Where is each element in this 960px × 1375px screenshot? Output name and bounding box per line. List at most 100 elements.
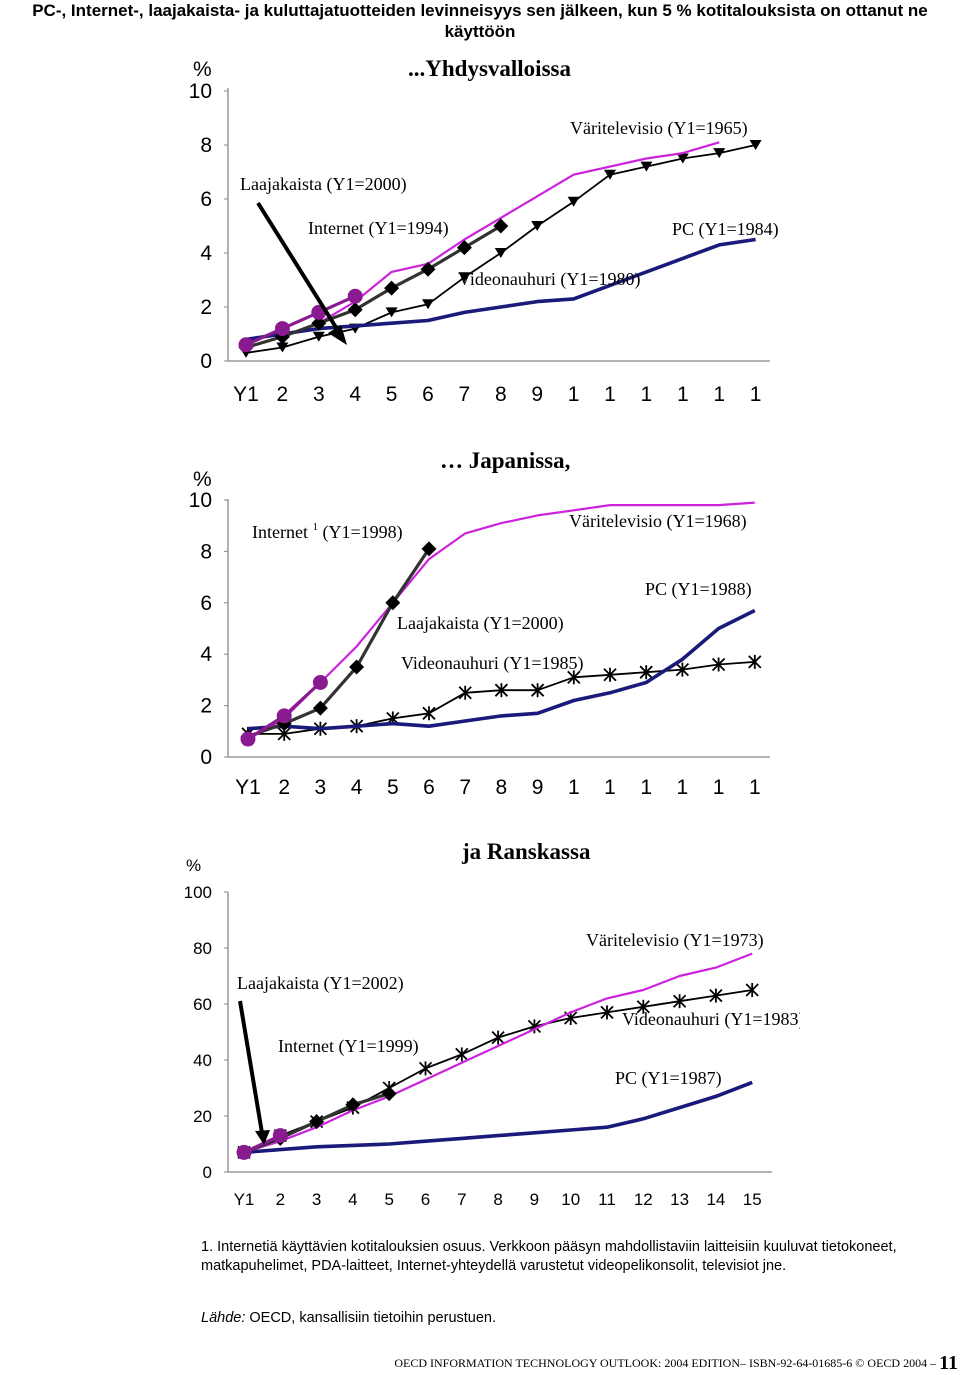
- x-tick-label: 3: [315, 776, 327, 799]
- x-tick-label: 3: [312, 1190, 321, 1209]
- x-tick-labels: Y1 2 3 4 5 6 7 8 9 1 1 1 1 1 1: [233, 383, 761, 406]
- y-tick-label: 10: [189, 489, 212, 512]
- data-point-video: [713, 148, 726, 159]
- data-point-video: [276, 342, 289, 353]
- data-point-broadband: [312, 674, 328, 690]
- y-tick-label: 4: [200, 643, 212, 666]
- data-point-internet: [311, 315, 327, 331]
- data-point-broadband: [274, 321, 290, 337]
- data-point-internet: [456, 240, 472, 256]
- footnote-marker: 1: [312, 521, 318, 533]
- y-tick-label: 0: [200, 350, 212, 373]
- x-tick-label: 4: [351, 776, 363, 799]
- annotation-tv: Väritelevisio (Y1=1973): [586, 930, 764, 951]
- plot-area: [238, 140, 762, 358]
- data-point-video: [640, 161, 653, 172]
- data-point-video: [530, 683, 545, 698]
- annotation-internet-name: Internet: [252, 522, 312, 542]
- annotation-tv: Väritelevisio (Y1=1965): [570, 118, 748, 139]
- data-point-internet: [385, 595, 401, 611]
- arrowhead: [255, 1130, 270, 1145]
- y-tick-label: 0: [203, 1163, 212, 1182]
- x-tick-label: 14: [706, 1190, 725, 1209]
- data-point-video: [675, 662, 690, 677]
- x-tick-label: 6: [423, 776, 435, 799]
- footer-text: OECD INFORMATION TECHNOLOGY OUTLOOK: 200…: [394, 1356, 937, 1370]
- x-tick-label: 9: [531, 383, 543, 406]
- x-tick-label: 8: [493, 1190, 502, 1209]
- data-point-internet: [421, 541, 437, 557]
- x-tick-label: 6: [422, 383, 434, 406]
- x-tick-label: 1: [568, 383, 580, 406]
- y-unit-label: %: [193, 468, 212, 491]
- x-tick-label: 1: [640, 776, 652, 799]
- x-tick-label: 1: [604, 776, 616, 799]
- series-line-pc: [245, 237, 756, 342]
- data-point-video: [603, 667, 617, 682]
- x-tick-label: 7: [459, 776, 471, 799]
- data-point-video: [491, 1030, 505, 1045]
- x-tick-label: 8: [495, 383, 507, 406]
- x-tick-labels: Y1 2 3 4 5 6 7 8 9 1 1 1 1 1 1: [235, 776, 760, 799]
- footnote: 1. Internetiä käyttävien kotitalouksien …: [201, 1239, 897, 1274]
- data-point-video: [711, 657, 726, 672]
- y-tick-label: 100: [184, 883, 212, 902]
- x-tick-label: 3: [313, 383, 325, 406]
- x-tick-label: 1: [677, 776, 689, 799]
- x-tick-label: 13: [670, 1190, 689, 1209]
- x-tick-label: 2: [277, 383, 289, 406]
- x-tick-label: 7: [457, 1190, 466, 1209]
- x-tick-label: 1: [677, 383, 689, 406]
- page-number: 11: [939, 1352, 958, 1374]
- data-point-broadband: [272, 1128, 288, 1144]
- annotation-video: Videonauhuri (Y1=1983): [622, 1009, 805, 1030]
- x-tick-label: 9: [530, 1190, 539, 1209]
- data-point-video: [458, 272, 471, 283]
- y-tick-label: 8: [200, 540, 212, 563]
- y-tick-label: 2: [200, 296, 212, 319]
- data-point-video: [567, 196, 580, 207]
- x-tick-label: Y1: [234, 1190, 255, 1209]
- data-point-video: [636, 999, 650, 1014]
- data-point-video: [676, 153, 689, 164]
- plot-area: [236, 952, 759, 1160]
- data-point-video: [709, 988, 723, 1003]
- x-tick-label: 5: [387, 776, 399, 799]
- x-tick-label: 1: [713, 383, 725, 406]
- annotation-pc: PC (Y1=1984): [672, 219, 779, 240]
- x-tick-label: 1: [604, 383, 616, 406]
- y-unit-label: %: [193, 58, 212, 81]
- x-tick-label: 12: [634, 1190, 653, 1209]
- source-label: Lähde:: [201, 1310, 246, 1326]
- data-point-internet: [347, 302, 363, 318]
- y-tick-label: 2: [200, 695, 212, 718]
- y-tick-label: 10: [189, 80, 212, 103]
- annotation-internet: Internet (Y1=1994): [308, 218, 449, 239]
- y-unit-label: %: [186, 856, 201, 875]
- chart-usa: % ...Yhdysvalloissa 0 2 4 6 8 10 Y1 2 3 4 5 6 7 8 9 1 1…: [189, 56, 779, 406]
- x-tick-label: 6: [421, 1190, 430, 1209]
- source-text: OECD, kansallisiin tietoihin perustuen.: [245, 1310, 497, 1326]
- annotation-pc: PC (Y1=1987): [615, 1068, 722, 1089]
- series-line-broadband: [245, 294, 356, 347]
- x-tick-label: Y1: [235, 776, 261, 799]
- data-point-internet: [384, 280, 400, 296]
- data-point-internet: [349, 659, 365, 675]
- data-point-video: [494, 248, 507, 258]
- chart-title: … Japanissa,: [440, 448, 570, 473]
- annotation-video: Videonauhuri (Y1=1985): [401, 653, 584, 674]
- y-tick-label: 80: [193, 939, 212, 958]
- x-tick-label: 5: [386, 383, 398, 406]
- data-point-video: [749, 140, 762, 150]
- y-tick-label: 20: [193, 1107, 212, 1126]
- annotation-pc: PC (Y1=1988): [645, 579, 752, 600]
- x-tick-label: 5: [384, 1190, 393, 1209]
- x-tick-label: 1: [750, 383, 762, 406]
- y-tick-label: 6: [200, 592, 212, 615]
- data-point-internet: [381, 1086, 397, 1102]
- data-point-video: [422, 706, 436, 721]
- data-point-broadband: [240, 731, 256, 747]
- annotation-internet: Internet 1 (Y1=1998): [252, 521, 403, 543]
- x-tick-label: 1: [713, 776, 725, 799]
- annotation-internet-year: (Y1=1998): [318, 522, 403, 543]
